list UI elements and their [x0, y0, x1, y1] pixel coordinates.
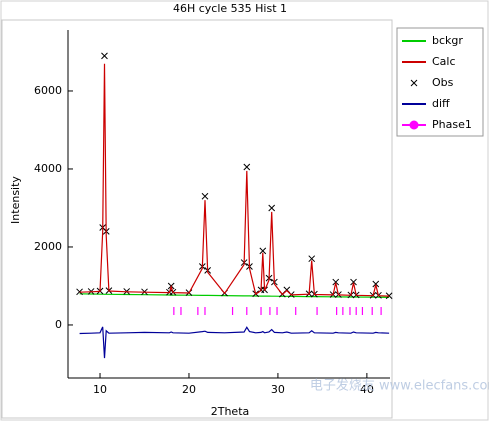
plot-panel — [1, 19, 393, 419]
legend-label: Obs — [432, 76, 454, 89]
watermark: 电子发烧友 www.elecfans.com — [310, 378, 489, 394]
obs-marker — [259, 247, 267, 255]
legend-item: diff — [402, 97, 450, 110]
legend-symbol — [410, 79, 418, 87]
legend-box — [396, 27, 484, 137]
series-line — [79, 293, 390, 298]
legend-item: bckgr — [402, 34, 463, 47]
obs-marker — [350, 278, 357, 286]
obs-marker — [308, 255, 316, 263]
chart-title: 46H cycle 535 Hist 1 — [173, 2, 287, 15]
legend-item: Obs — [410, 76, 454, 89]
x-axis-label: 2Theta — [211, 405, 250, 418]
legend-item: Phase1 — [402, 118, 472, 131]
y-tick-label: 0 — [55, 318, 62, 331]
obs-marker — [268, 204, 276, 212]
x-tick-label: 20 — [182, 383, 196, 396]
series-line — [79, 63, 390, 297]
x-tick-label: 30 — [271, 383, 285, 396]
legend-item: Calc — [402, 55, 456, 68]
legend-label: bckgr — [432, 34, 463, 47]
y-tick-label: 2000 — [34, 240, 62, 253]
y-axis-label: Intensity — [9, 176, 22, 224]
legend-label: Calc — [432, 55, 456, 68]
y-tick-label: 6000 — [34, 84, 62, 97]
obs-marker — [332, 278, 340, 286]
legend-label: Phase1 — [432, 118, 472, 131]
legend-label: diff — [432, 97, 450, 110]
obs-marker — [243, 163, 251, 171]
series-line — [79, 326, 390, 359]
y-tick-label: 4000 — [34, 162, 62, 175]
x-tick-label: 40 — [360, 383, 374, 396]
legend-symbol — [409, 120, 419, 130]
x-tick-label: 10 — [93, 383, 107, 396]
plot-area: 0 2000 4000 6000 10 20 30 40 — [34, 30, 393, 396]
obs-marker — [101, 52, 108, 60]
obs-marker — [201, 192, 209, 200]
obs-marker — [76, 288, 83, 296]
obs-marker — [372, 280, 380, 288]
